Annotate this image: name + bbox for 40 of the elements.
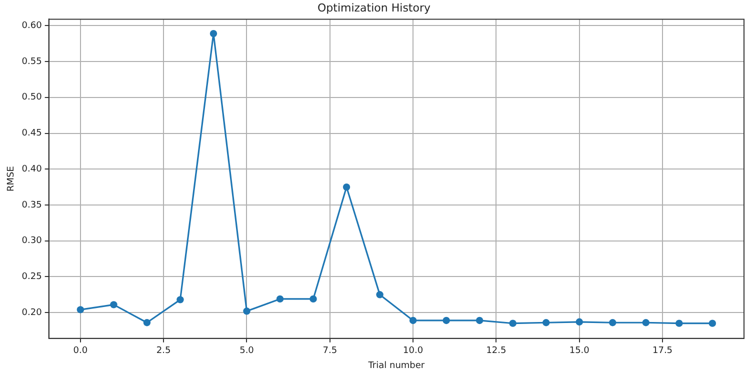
x-tick-label: 2.5	[156, 346, 171, 356]
y-tick-label: 0.55	[22, 56, 42, 67]
point	[509, 320, 516, 327]
point	[708, 320, 716, 327]
y-tick-label: 0.60	[22, 21, 42, 31]
point	[342, 183, 350, 191]
y-tick-label: 0.45	[22, 128, 42, 139]
x-tick-label: 17.5	[652, 346, 673, 356]
y-tick-label: 0.30	[22, 236, 42, 246]
point	[276, 295, 284, 303]
x-tick-label: 7.5	[322, 346, 338, 356]
x-tick-label: 15.0	[569, 346, 590, 356]
point	[542, 319, 550, 326]
x-axis-title: Trial number	[367, 360, 425, 371]
point	[76, 306, 84, 314]
y-tick-label: 0.40	[22, 164, 42, 174]
point	[110, 301, 118, 308]
point	[409, 316, 417, 324]
point	[243, 308, 250, 315]
point	[476, 316, 484, 324]
point	[176, 296, 184, 304]
x-tick-label: 10.0	[403, 346, 424, 356]
y-tick-label: 0.20	[22, 308, 42, 318]
point	[442, 316, 450, 324]
point	[609, 319, 616, 326]
x-tick-label: 0.0	[73, 346, 88, 356]
point	[210, 30, 218, 38]
x-tick-label: 5.0	[240, 346, 254, 356]
y-tick-label: 0.50	[22, 92, 42, 103]
y-tick-label: 0.35	[22, 200, 42, 210]
point	[576, 318, 583, 326]
y-tick-label: 0.25	[22, 272, 42, 282]
point	[310, 295, 317, 303]
point	[676, 320, 683, 327]
chart-title: Optimization History	[318, 1, 431, 14]
point	[642, 319, 650, 326]
point	[143, 319, 151, 326]
x-tick-label: 12.5	[486, 346, 506, 356]
point	[376, 291, 384, 298]
y-axis-title: RMSE	[6, 166, 17, 192]
